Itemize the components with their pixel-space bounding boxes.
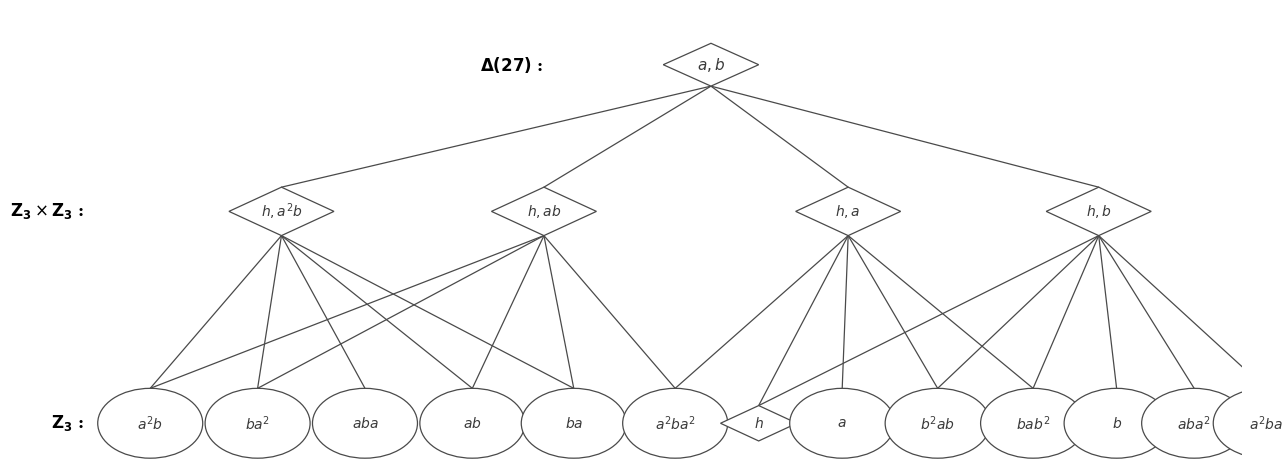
Text: $h,a$: $h,a$ bbox=[835, 203, 861, 220]
Text: $ab$: $ab$ bbox=[463, 416, 481, 431]
Text: $a^{2}ba^{2}$: $a^{2}ba^{2}$ bbox=[654, 414, 695, 433]
Ellipse shape bbox=[622, 388, 727, 458]
Ellipse shape bbox=[205, 388, 310, 458]
Polygon shape bbox=[721, 406, 797, 441]
Ellipse shape bbox=[885, 388, 990, 458]
Polygon shape bbox=[491, 187, 597, 236]
Text: $\mathbf{Z_3} \times \mathbf{Z_3}$ :: $\mathbf{Z_3} \times \mathbf{Z_3}$ : bbox=[10, 201, 85, 221]
Text: $b$: $b$ bbox=[1111, 416, 1121, 431]
Text: $\boldsymbol{\Delta(27)}$ :: $\boldsymbol{\Delta(27)}$ : bbox=[480, 55, 544, 75]
Text: $a,b$: $a,b$ bbox=[697, 56, 725, 73]
Text: $h$: $h$ bbox=[753, 416, 763, 431]
Text: $bab^{2}$: $bab^{2}$ bbox=[1016, 414, 1051, 433]
Polygon shape bbox=[795, 187, 901, 236]
Text: $b^{2}ab$: $b^{2}ab$ bbox=[920, 414, 956, 433]
Text: $ba^{2}$: $ba^{2}$ bbox=[245, 414, 271, 433]
Ellipse shape bbox=[98, 388, 203, 458]
Text: $a$: $a$ bbox=[838, 416, 847, 430]
Ellipse shape bbox=[420, 388, 525, 458]
Text: $aba^{2}$: $aba^{2}$ bbox=[1178, 414, 1211, 433]
Ellipse shape bbox=[980, 388, 1085, 458]
Text: $a^{2}b$: $a^{2}b$ bbox=[137, 414, 163, 433]
Ellipse shape bbox=[521, 388, 626, 458]
Polygon shape bbox=[663, 43, 758, 86]
Text: $a^{2}ba$: $a^{2}ba$ bbox=[1248, 414, 1283, 433]
Text: $\mathbf{Z_3}$ :: $\mathbf{Z_3}$ : bbox=[51, 413, 85, 433]
Ellipse shape bbox=[1064, 388, 1169, 458]
Text: $aba$: $aba$ bbox=[352, 416, 378, 431]
Text: $ba$: $ba$ bbox=[565, 416, 582, 431]
Text: $h,a^{2}b$: $h,a^{2}b$ bbox=[260, 201, 303, 222]
Text: $h,b$: $h,b$ bbox=[1085, 203, 1112, 220]
Ellipse shape bbox=[1214, 388, 1283, 458]
Ellipse shape bbox=[313, 388, 417, 458]
Text: $h,ab$: $h,ab$ bbox=[526, 203, 561, 220]
Polygon shape bbox=[228, 187, 334, 236]
Ellipse shape bbox=[1142, 388, 1247, 458]
Polygon shape bbox=[1046, 187, 1151, 236]
Ellipse shape bbox=[790, 388, 894, 458]
